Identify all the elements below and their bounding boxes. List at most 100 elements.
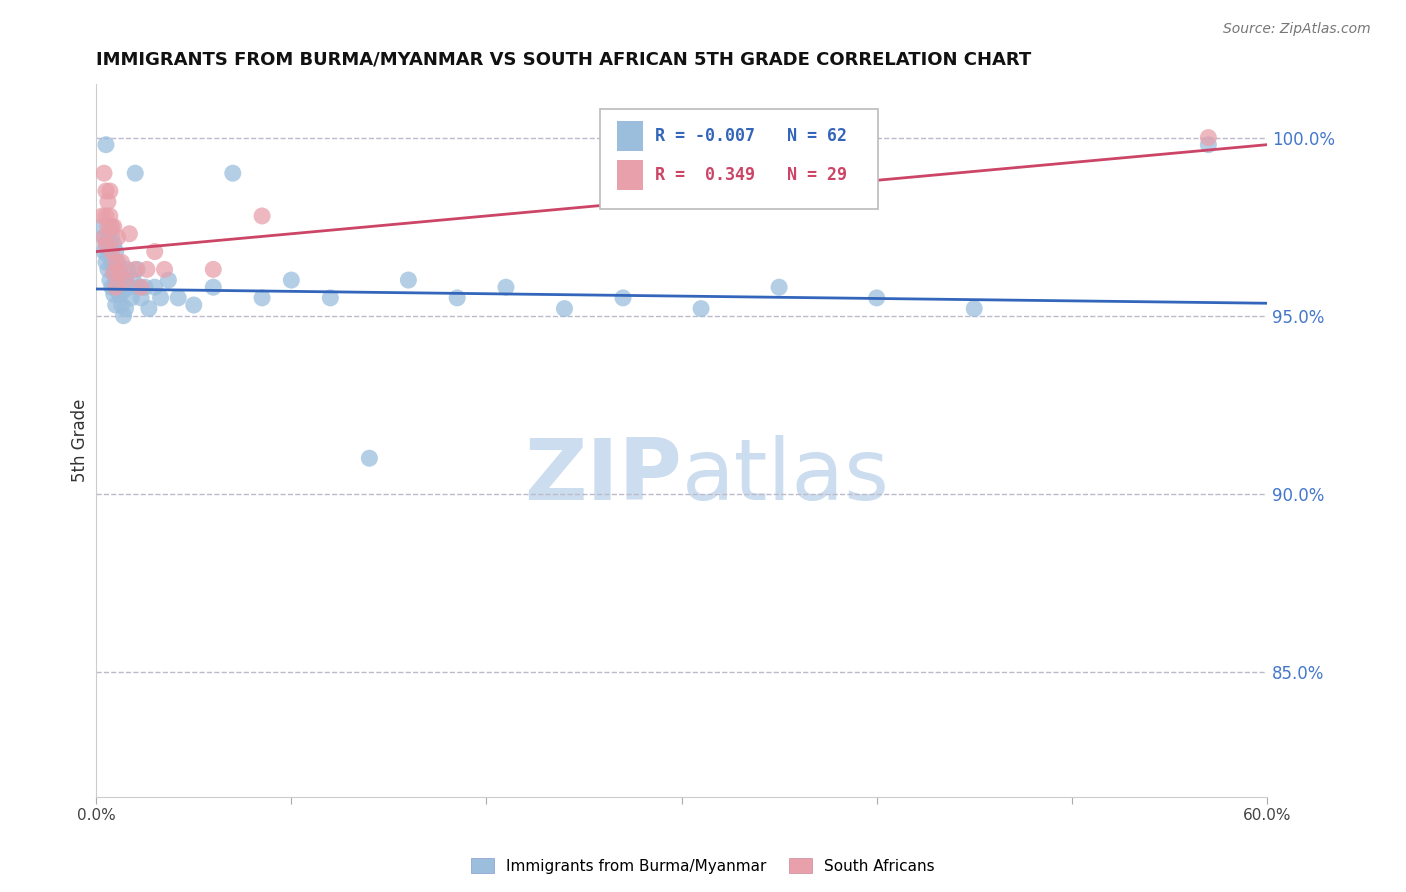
Point — [97, 262, 120, 277]
Point — [222, 166, 245, 180]
Point — [149, 291, 172, 305]
Point — [94, 237, 117, 252]
Point — [107, 255, 129, 269]
Point — [93, 230, 115, 244]
Point — [112, 284, 135, 298]
Point — [108, 266, 131, 280]
Point — [553, 301, 575, 316]
Point — [138, 301, 160, 316]
Point — [1197, 130, 1219, 145]
Point — [768, 280, 790, 294]
Point — [122, 273, 145, 287]
Point — [114, 273, 136, 287]
Point — [103, 266, 125, 280]
Point — [97, 230, 120, 244]
Text: N = 62: N = 62 — [787, 128, 846, 145]
Point — [124, 262, 146, 277]
Point — [114, 273, 136, 287]
Point — [128, 280, 150, 294]
Point — [103, 219, 125, 234]
Point — [250, 209, 273, 223]
Point — [104, 298, 127, 312]
Point — [250, 291, 273, 305]
FancyBboxPatch shape — [617, 161, 643, 190]
Point — [495, 280, 517, 294]
Point — [94, 137, 117, 152]
Point — [103, 287, 125, 301]
Point — [359, 451, 381, 466]
Point — [93, 244, 115, 259]
Point — [112, 309, 135, 323]
Point — [167, 291, 190, 305]
Text: N = 29: N = 29 — [787, 166, 846, 185]
Point — [183, 298, 205, 312]
Point — [129, 291, 152, 305]
Point — [963, 301, 986, 316]
Point — [127, 262, 149, 277]
Y-axis label: 5th Grade: 5th Grade — [72, 399, 89, 482]
Point — [157, 273, 180, 287]
Point — [98, 184, 121, 198]
Point — [103, 237, 125, 252]
Text: Source: ZipAtlas.com: Source: ZipAtlas.com — [1223, 22, 1371, 37]
Point — [110, 273, 132, 287]
Text: R =  0.349: R = 0.349 — [655, 166, 755, 185]
Point — [108, 262, 131, 277]
Point — [91, 219, 114, 234]
Point — [134, 280, 156, 294]
Point — [866, 291, 889, 305]
Point — [107, 284, 129, 298]
Point — [690, 301, 713, 316]
Text: IMMIGRANTS FROM BURMA/MYANMAR VS SOUTH AFRICAN 5TH GRADE CORRELATION CHART: IMMIGRANTS FROM BURMA/MYANMAR VS SOUTH A… — [96, 51, 1032, 69]
Point — [446, 291, 468, 305]
Point — [1197, 137, 1219, 152]
Point — [104, 244, 127, 259]
Point — [101, 244, 124, 259]
Point — [98, 273, 121, 287]
Point — [118, 280, 141, 294]
Point — [319, 291, 342, 305]
Point — [129, 280, 152, 294]
Point — [202, 280, 225, 294]
Text: R = -0.007: R = -0.007 — [655, 128, 755, 145]
Point — [103, 262, 125, 277]
Point — [97, 194, 120, 209]
Text: ZIP: ZIP — [524, 434, 682, 517]
Text: atlas: atlas — [682, 434, 890, 517]
Point — [110, 298, 132, 312]
Point — [104, 280, 127, 294]
FancyBboxPatch shape — [599, 109, 879, 209]
Point — [153, 262, 176, 277]
Legend: Immigrants from Burma/Myanmar, South Africans: Immigrants from Burma/Myanmar, South Afr… — [465, 852, 941, 880]
FancyBboxPatch shape — [617, 121, 643, 151]
Point — [107, 230, 129, 244]
Point — [94, 209, 117, 223]
Point — [98, 244, 121, 259]
Point — [101, 255, 124, 269]
Point — [136, 262, 159, 277]
Point — [118, 227, 141, 241]
Point — [93, 230, 115, 244]
Point — [396, 273, 419, 287]
Point — [108, 287, 131, 301]
Point — [98, 219, 121, 234]
Point — [104, 273, 127, 287]
Point — [280, 273, 302, 287]
Point — [97, 219, 120, 234]
Point — [110, 255, 132, 269]
Point — [143, 244, 166, 259]
Point — [94, 255, 117, 269]
Point — [97, 248, 120, 262]
Point — [91, 209, 114, 223]
Point — [93, 166, 115, 180]
Point — [94, 184, 117, 198]
Point — [143, 280, 166, 294]
Point — [94, 237, 117, 252]
Point — [101, 219, 124, 234]
Point — [104, 255, 127, 269]
Point — [98, 209, 121, 223]
Point — [120, 291, 142, 305]
Point — [124, 166, 146, 180]
Point — [101, 230, 124, 244]
Point — [114, 301, 136, 316]
